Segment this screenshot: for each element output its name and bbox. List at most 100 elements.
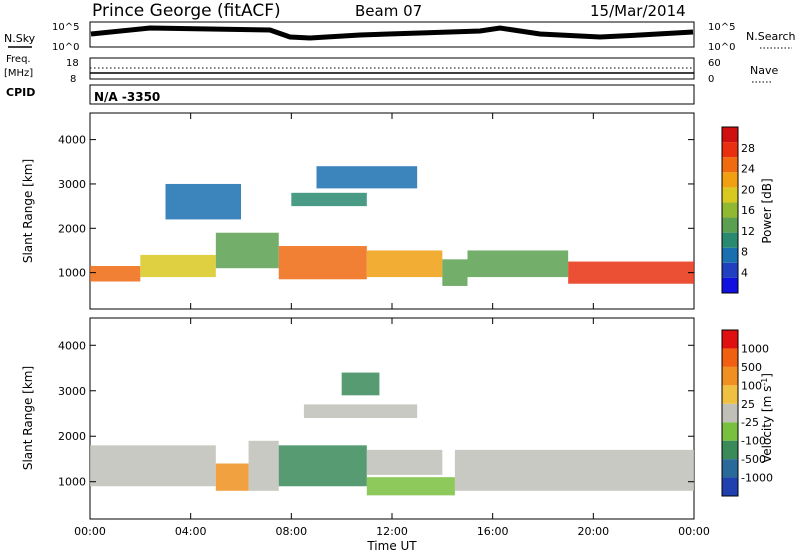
x-tick-label: 12:00: [376, 525, 408, 538]
velocity-echo-band: [278, 445, 367, 487]
freq-tick-top: 18: [66, 58, 79, 69]
colorbar-tick-label: 1000: [741, 342, 769, 355]
velocity-panel: 1000 2000 3000 4000 Slant Range [km]: [21, 317, 695, 520]
y-tick-label: 3000: [58, 385, 86, 398]
cpid-label: CPID: [6, 86, 35, 99]
velocity-echo-band: [90, 445, 216, 487]
colorbar-segment: [722, 172, 738, 188]
colorbar-tick-label: 12: [741, 225, 755, 238]
x-axis-label: Time UT: [366, 539, 417, 553]
velocity-echo-band: [248, 440, 279, 491]
colorbar-segment: [722, 366, 738, 386]
colorbar-frame: [721, 126, 739, 294]
noise-left-tick-bottom: 10^0: [52, 42, 79, 53]
colorbar-segment: [722, 440, 738, 460]
nave-tick-top: 60: [708, 58, 721, 69]
power-echo-band: [140, 254, 216, 278]
noise-right-tick-bottom: 10^0: [708, 42, 735, 53]
colorbar-segment: [722, 202, 738, 218]
power-colorbar-label: Power [dB]: [760, 178, 774, 243]
power-echo-band: [215, 232, 279, 269]
x-tick-label: 00:00: [74, 525, 106, 538]
frequency-panel: Freq. [MHz] 18 8 60 0 Nave: [4, 54, 778, 85]
power-echo-band: [291, 192, 367, 207]
velocity-echo-band: [215, 463, 249, 491]
velocity-ylabel: Slant Range [km]: [21, 366, 35, 470]
colorbar-tick-label: 28: [741, 142, 755, 155]
velocity-echo-band: [454, 449, 694, 491]
cpid-value: N/A -3350: [94, 90, 160, 104]
x-tick-label: 16:00: [477, 525, 509, 538]
power-echo-band: [165, 183, 241, 220]
colorbar-tick-label: 4: [741, 266, 748, 279]
colorbar-segment: [722, 157, 738, 173]
x-tick-label: 20:00: [577, 525, 609, 538]
colorbar-segment: [722, 277, 738, 293]
y-tick-label: 2000: [58, 222, 86, 235]
colorbar-segment: [722, 477, 738, 496]
colorbar-segment: [722, 330, 738, 349]
colorbar-tick-label: 500: [741, 361, 762, 374]
colorbar-tick-label: -500: [741, 453, 766, 466]
colorbar-tick-label: 100: [741, 379, 762, 392]
colorbar-tick-label: -100: [741, 435, 766, 448]
colorbar-frame: [721, 329, 739, 497]
y-tick-label: 3000: [58, 178, 86, 191]
colorbar-segment: [722, 187, 738, 203]
velocity-echo-band: [366, 477, 455, 496]
colorbar-tick-label: -25: [741, 416, 759, 429]
noise-right-label: N.Search: [746, 30, 796, 43]
colorbar-segment: [722, 247, 738, 263]
velocity-echo-band: [341, 372, 380, 396]
colorbar-segment: [722, 217, 738, 233]
colorbar-tick-label: 16: [741, 204, 755, 217]
noise-left-label: N.Sky: [4, 32, 36, 45]
colorbar-tick-label: -1000: [741, 472, 773, 485]
noise-panel: N.Sky 10^5 10^0 10^5 10^0 N.Search: [4, 21, 796, 53]
power-echo-band: [467, 250, 569, 278]
power-echo-band: [90, 265, 141, 282]
power-panel: 1000 2000 3000 4000 Slant Range [km]: [21, 112, 695, 310]
y-tick-label: 4000: [58, 134, 86, 147]
power-echo-band: [442, 259, 468, 286]
colorbar-segment: [722, 127, 738, 143]
velocity-colorbar-label: Velocity [m s-1]: [760, 373, 775, 463]
freq-label-2: [MHz]: [4, 68, 33, 79]
colorbar-segment: [722, 385, 738, 404]
noise-trace: [90, 25, 694, 41]
y-tick-label: 1000: [58, 476, 86, 489]
power-echo-band: [568, 261, 694, 284]
power-colorbar: 28 24 20 16 12 8 4: [721, 126, 755, 294]
colorbar-segment: [722, 459, 738, 478]
colorbar-segment: [722, 422, 738, 441]
velocity-echo-band: [303, 404, 418, 419]
velocity-colorbar: 1000 500 100 25 -25 -100 -500 -1000: [721, 329, 773, 497]
noise-right-tick-top: 10^5: [708, 22, 735, 33]
station-title: Prince George (fitACF): [92, 1, 281, 21]
colorbar-tick-label: 25: [741, 398, 755, 411]
cpid-panel: CPID N/A -3350: [6, 84, 695, 105]
x-tick-label: 08:00: [275, 525, 307, 538]
y-tick-label: 1000: [58, 267, 86, 280]
beam-label: Beam 07: [355, 2, 422, 20]
colorbar-tick-label: 8: [741, 246, 748, 259]
noise-left-tick-top: 10^5: [52, 22, 79, 33]
colorbar-tick-label: 20: [741, 183, 755, 196]
power-echo-band: [316, 166, 418, 189]
colorbar-tick-label: 24: [741, 163, 755, 176]
nave-tick-bottom: 0: [708, 74, 714, 85]
date-label: 15/Mar/2014: [590, 2, 686, 20]
colorbar-segment: [722, 403, 738, 423]
power-echo-band: [278, 246, 367, 280]
freq-tick-bottom: 8: [70, 74, 76, 85]
velocity-echo-band: [366, 449, 443, 475]
power-ylabel: Slant Range [km]: [21, 159, 35, 263]
colorbar-segment: [722, 262, 738, 278]
freq-label-1: Freq.: [6, 54, 31, 65]
y-tick-label: 2000: [58, 430, 86, 443]
colorbar-segment: [722, 142, 738, 158]
nave-label: Nave: [750, 64, 778, 77]
colorbar-segment: [722, 232, 738, 248]
y-tick-label: 4000: [58, 339, 86, 352]
